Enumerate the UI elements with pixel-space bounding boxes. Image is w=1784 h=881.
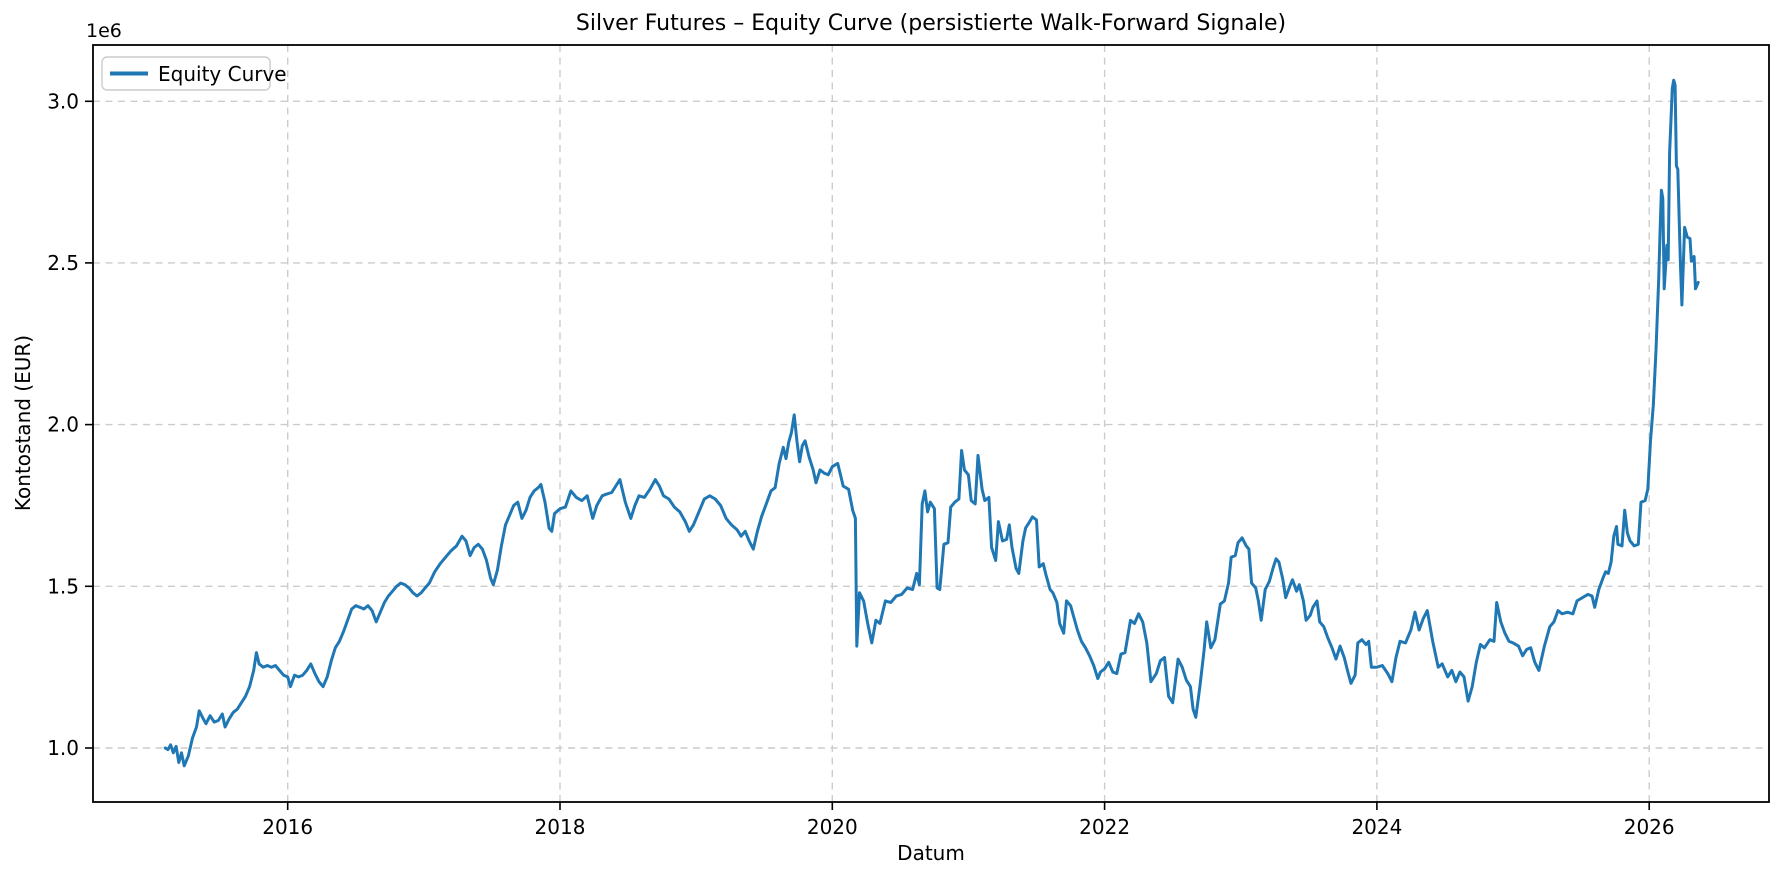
axis-tick-labels: 2016 2018 2020 2022 2024 2026 1.0 1.5 2.0 2.5 3.0 xyxy=(47,89,1674,839)
y-axis-offset-label: 1e6 xyxy=(86,20,122,42)
x-tick-label: 2026 xyxy=(1624,815,1675,839)
equity-curve-line xyxy=(163,78,1700,768)
y-axis-label: Kontostand (EUR) xyxy=(11,335,35,511)
y-tick-label: 1.5 xyxy=(47,574,79,598)
x-tick-label: 2020 xyxy=(807,815,858,839)
axis-ticks xyxy=(85,100,1650,810)
legend-frame xyxy=(101,56,271,91)
plot-area xyxy=(93,45,1769,802)
grid-lines xyxy=(93,45,1769,802)
legend-label-equity-curve: Equity Curve xyxy=(158,62,287,86)
y-tick-label: 3.0 xyxy=(47,89,79,113)
x-tick-label: 2022 xyxy=(1079,815,1130,839)
y-tick-label: 1.0 xyxy=(47,736,79,760)
axes-spines xyxy=(92,44,1770,803)
x-tick-label: 2018 xyxy=(535,815,586,839)
y-tick-label: 2.0 xyxy=(47,413,79,437)
chart-title: Silver Futures – Equity Curve (persistie… xyxy=(576,11,1286,36)
equity-curve-line-layer xyxy=(163,78,1700,768)
x-tick-label: 2024 xyxy=(1351,815,1402,839)
x-tick-label: 2016 xyxy=(262,815,313,839)
y-tick-label: 2.5 xyxy=(47,251,79,275)
x-axis-label: Datum xyxy=(897,841,965,865)
legend: Equity Curve xyxy=(101,56,287,91)
